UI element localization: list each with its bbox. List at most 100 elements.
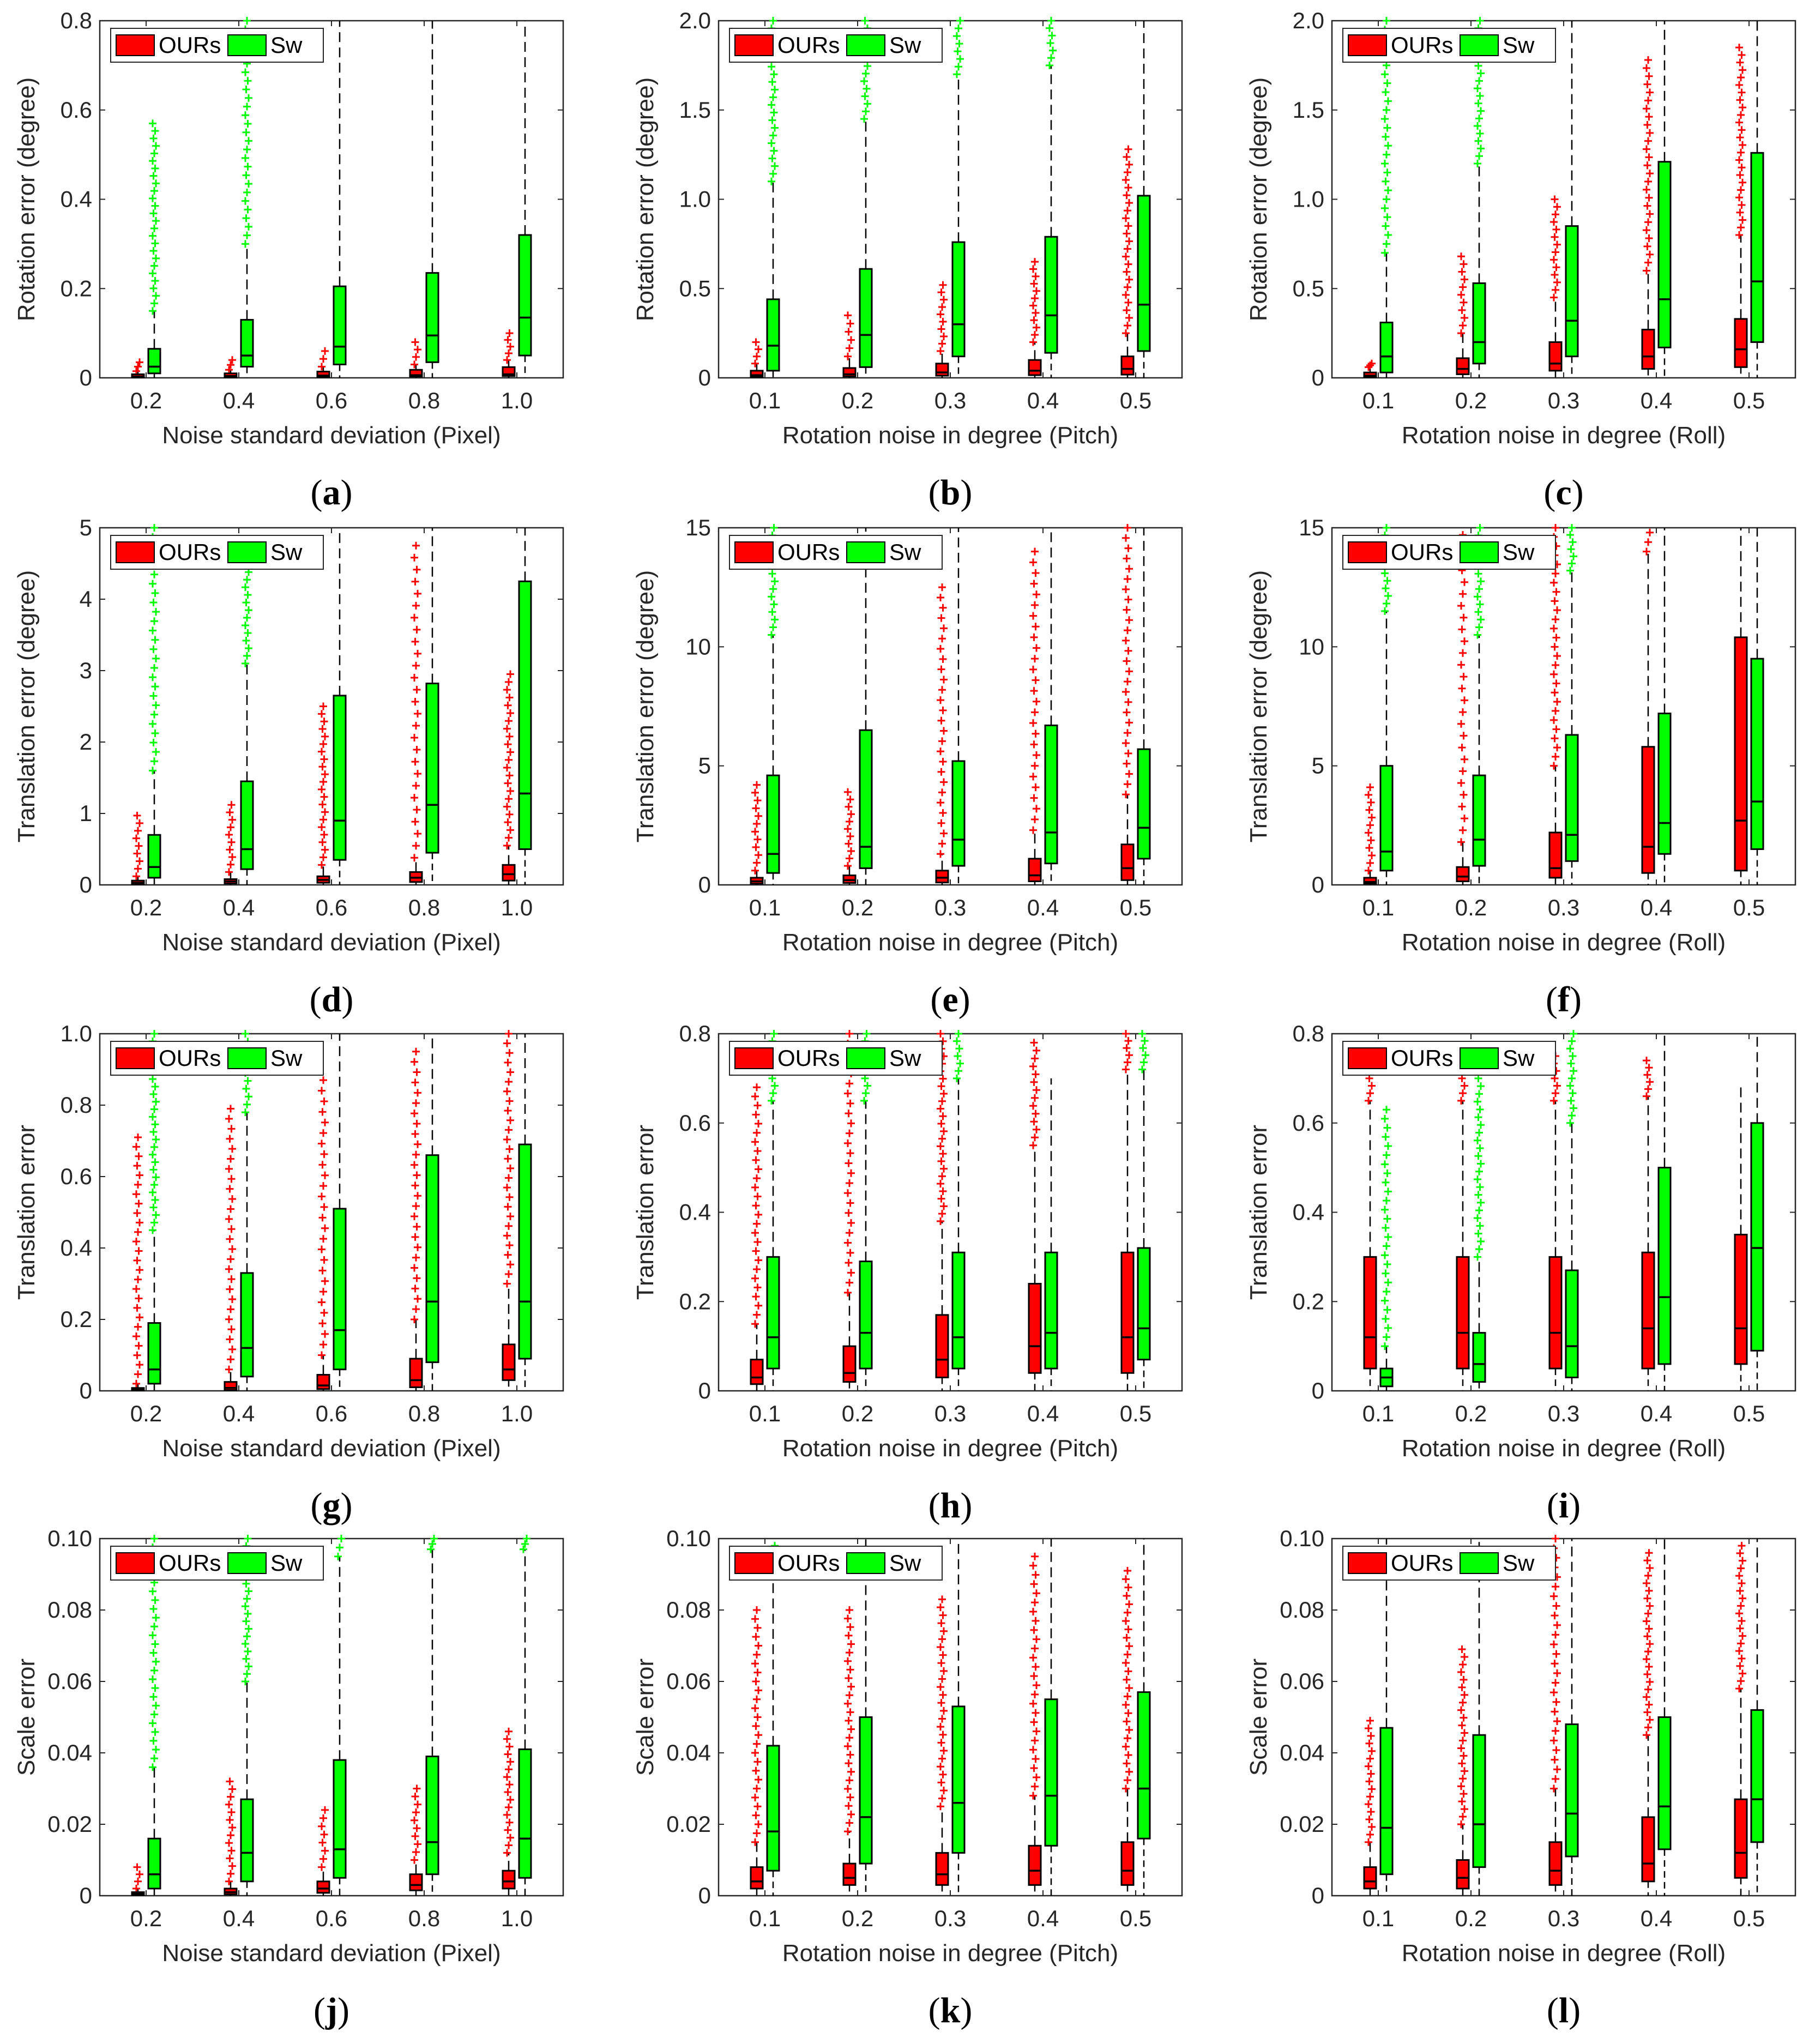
ours-box	[1028, 1844, 1042, 1886]
sw-box	[951, 1705, 966, 1854]
legend-swatch-ours	[734, 34, 774, 56]
ours-outlier-marker	[1368, 813, 1376, 822]
ours-outlier-marker	[1461, 815, 1468, 823]
ours-outlier-marker	[1122, 252, 1130, 261]
sw-outlier-marker	[152, 701, 160, 709]
ours-outlier-marker	[1550, 762, 1558, 770]
sw-outlier-marker	[1383, 1242, 1390, 1250]
ours-outlier-marker	[411, 577, 419, 586]
ours-outlier-marker	[1551, 734, 1559, 743]
sw-outlier-marker	[1477, 1082, 1485, 1090]
sw-outlier-marker	[770, 600, 778, 608]
ours-outlier-marker	[1124, 698, 1132, 706]
ours-outlier-marker	[1646, 170, 1654, 178]
ours-outlier-marker	[225, 1265, 233, 1273]
ours-outlier-marker	[1645, 1587, 1653, 1595]
ours-outlier-marker	[1029, 1699, 1037, 1708]
ours-outlier-marker	[1124, 524, 1131, 532]
sw-outlier-marker	[1383, 240, 1390, 248]
ours-outlier-marker	[937, 1643, 944, 1651]
ours-outlier-marker	[1033, 644, 1040, 652]
ours-outlier-marker	[939, 318, 947, 326]
ours-outlier-marker	[751, 1320, 759, 1328]
sw-outlier-marker	[861, 17, 869, 25]
ours-outlier-marker	[1031, 1782, 1039, 1790]
ours-outlier-marker	[1551, 271, 1559, 279]
sw-outlier-marker	[152, 1657, 160, 1666]
ours-box	[1734, 636, 1748, 872]
ours-outlier-marker	[412, 541, 420, 550]
sw-outlier-marker	[336, 1543, 343, 1552]
ours-outlier-marker	[755, 1731, 762, 1739]
sw-box	[1137, 1247, 1151, 1361]
ours-outlier-marker	[136, 1313, 143, 1322]
ours-outlier-marker	[1365, 1096, 1372, 1105]
ours-outlier-marker	[846, 1099, 854, 1107]
x-tick-label: 0.2	[1455, 895, 1487, 920]
ours-outlier-marker	[1458, 1645, 1466, 1654]
ours-outlier-marker	[1033, 1086, 1040, 1094]
sw-outlier-marker	[151, 729, 159, 737]
ours-outlier-marker	[1552, 1679, 1559, 1687]
ours-outlier-marker	[1739, 1594, 1746, 1602]
sw-box	[1657, 1716, 1672, 1850]
ours-outlier-marker	[132, 872, 140, 881]
sw-outlier-marker	[1047, 17, 1055, 25]
ours-outlier-marker	[1029, 773, 1037, 781]
ours-outlier-marker	[132, 1379, 140, 1388]
ours-outlier-marker	[226, 1185, 234, 1193]
ours-outlier-marker	[1457, 1744, 1465, 1752]
ours-outlier-marker	[1643, 1557, 1651, 1565]
sw-outlier-marker	[769, 93, 777, 101]
sw-outlier-marker	[954, 47, 962, 56]
y-axis-label: Translation error (degree)	[632, 570, 659, 843]
ours-outlier-marker	[411, 1832, 419, 1840]
ours-outlier-marker	[225, 1877, 233, 1885]
ours-outlier-marker	[413, 1784, 421, 1793]
sw-outlier-marker	[1383, 599, 1390, 607]
x-tick-label: 0.4	[1027, 388, 1059, 413]
ours-outlier-marker	[751, 788, 759, 797]
ours-outlier-marker	[1458, 684, 1466, 692]
ours-outlier-marker	[135, 1199, 143, 1208]
x-tick-label: 0.8	[408, 1906, 440, 1931]
sw-outlier-marker	[149, 720, 156, 728]
ours-box	[502, 1870, 516, 1890]
ours-outlier-marker	[940, 332, 948, 340]
ours-outlier-marker	[752, 1678, 760, 1685]
ours-outlier-marker	[227, 1305, 234, 1313]
ours-box	[750, 1866, 764, 1890]
sw-box	[859, 729, 873, 869]
sw-outlier-marker	[1475, 1206, 1483, 1214]
ours-outlier-marker	[1029, 1746, 1037, 1754]
sw-outlier-marker	[1568, 559, 1576, 568]
ours-outlier-marker	[1646, 1640, 1654, 1648]
ours-outlier-marker	[1029, 302, 1037, 310]
ours-outlier-marker	[940, 1090, 948, 1098]
ours-outlier-marker	[134, 1877, 142, 1885]
ours-outlier-marker	[1643, 105, 1650, 113]
ours-outlier-marker	[1458, 268, 1466, 276]
sw-outlier-marker	[1384, 186, 1392, 195]
ours-outlier-marker	[1644, 1609, 1652, 1618]
sw-box	[1750, 658, 1764, 850]
sw-outlier-marker	[149, 119, 156, 128]
sw-outlier-marker	[149, 1763, 156, 1771]
y-tick-label: 0.08	[1280, 1597, 1324, 1623]
ours-outlier-marker	[755, 851, 762, 859]
ours-outlier-marker	[1030, 280, 1038, 288]
legend: OURs Sw	[110, 28, 324, 63]
ours-outlier-marker	[1031, 815, 1039, 823]
ours-box	[1548, 1256, 1563, 1370]
ours-outlier-marker	[1033, 1773, 1040, 1781]
sw-outlier-marker	[1474, 99, 1482, 107]
ours-outlier-marker	[504, 1251, 512, 1259]
sw-outlier-marker	[151, 277, 159, 285]
ours-outlier-marker	[1125, 616, 1133, 624]
ours-outlier-marker	[846, 1279, 853, 1287]
ours-outlier-marker	[1122, 585, 1130, 593]
sw-outlier-marker	[242, 1678, 249, 1685]
x-tick-label: 0.3	[934, 1906, 966, 1931]
sw-outlier-marker	[149, 645, 158, 653]
